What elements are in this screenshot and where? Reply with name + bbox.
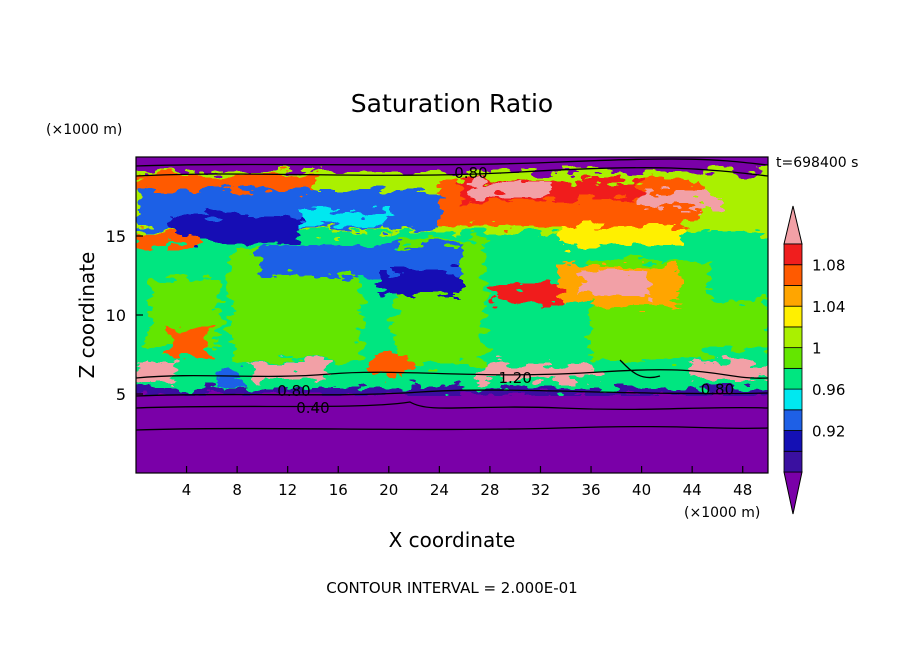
colorbar-swatch <box>783 243 803 266</box>
x-tick-label: 4 <box>182 481 192 499</box>
colorbar-arrow-low <box>783 471 803 515</box>
y-tick-label: 5 <box>116 385 126 404</box>
y-axis: 5 10 15 <box>106 227 143 404</box>
contour-label: 0.80 <box>701 380 734 398</box>
x-tick-label: 32 <box>531 481 550 499</box>
x-axis-title: X coordinate <box>389 528 516 552</box>
colorbar-swatch <box>783 285 803 307</box>
x-unit-label: (×1000 m) <box>684 505 760 521</box>
contour-label: 0.80 <box>454 164 487 182</box>
x-tick-label: 44 <box>683 481 702 499</box>
x-tick-label: 40 <box>632 481 651 499</box>
y-tick-label: 10 <box>106 306 126 325</box>
x-tick-label: 12 <box>278 481 297 499</box>
x-tick-label: 36 <box>581 481 600 499</box>
contour-label: 0.80 <box>277 382 310 400</box>
footer-note: CONTOUR INTERVAL = 2.000E-01 <box>326 579 577 597</box>
heatmap-field <box>136 157 768 473</box>
x-tick-label: 48 <box>733 481 752 499</box>
x-tick-label: 20 <box>379 481 398 499</box>
chart-title: Saturation Ratio <box>351 89 553 118</box>
x-axis: 4 8 12 16 20 24 28 32 36 40 44 48 <box>182 466 752 499</box>
colorbar-swatch <box>783 409 803 431</box>
colorbar-swatch <box>783 430 803 452</box>
y-axis-title: Z coordinate <box>75 252 99 379</box>
x-tick-label: 8 <box>232 481 242 499</box>
colorbar-swatch <box>783 450 803 473</box>
time-label: t=698400 s <box>776 155 858 171</box>
x-tick-label: 16 <box>329 481 348 499</box>
x-tick-label: 28 <box>480 481 499 499</box>
colorbar-swatch <box>783 347 803 369</box>
colorbar: 0.92 0.96 1 1.04 1.08 <box>783 205 845 515</box>
colorbar-swatch <box>783 388 803 411</box>
colorbar-arrow-high <box>783 205 803 245</box>
contour-label: 1.20 <box>498 369 531 387</box>
colorbar-swatch <box>783 326 803 349</box>
contour-lines <box>136 158 768 431</box>
y-unit-label: (×1000 m) <box>46 122 122 138</box>
x-tick-label: 24 <box>430 481 449 499</box>
contour-label-group: 0.801.200.800.400.80 <box>277 164 734 417</box>
colorbar-swatch <box>783 264 803 286</box>
colorbar-swatch <box>783 367 803 390</box>
y-tick-label: 15 <box>106 227 126 246</box>
colorbar-label: 0.92 <box>812 423 845 441</box>
colorbar-label: 1.04 <box>812 298 845 316</box>
colorbar-label: 0.96 <box>812 381 845 399</box>
colorbar-swatch <box>783 305 803 328</box>
colorbar-label: 1 <box>812 340 822 358</box>
colorbar-label: 1.08 <box>812 257 845 275</box>
contour-label: 0.40 <box>296 399 329 417</box>
